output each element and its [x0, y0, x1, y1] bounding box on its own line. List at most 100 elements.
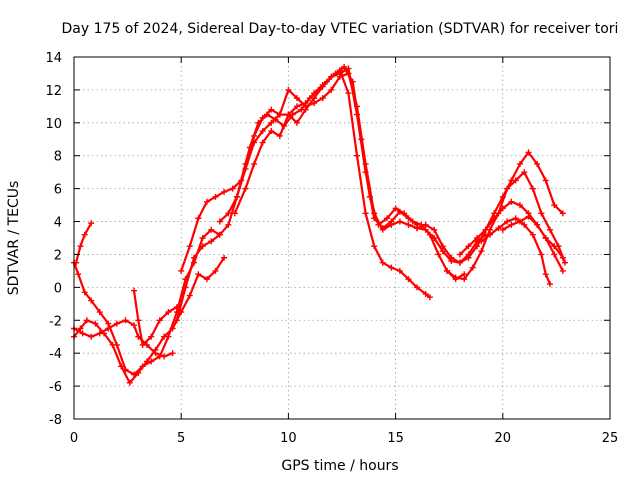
- data-point: [199, 235, 206, 241]
- chart-title: Day 175 of 2024, Sidereal Day-to-day VTE…: [62, 21, 619, 37]
- data-point: [268, 128, 275, 135]
- data-point: [336, 70, 343, 77]
- data-point: [165, 309, 172, 316]
- data-point: [469, 264, 476, 271]
- y-tick-label: -6: [49, 380, 62, 395]
- data-point: [422, 221, 429, 228]
- data-point: [384, 215, 391, 222]
- data-point: [225, 210, 232, 217]
- x-tick-label: 25: [602, 431, 619, 446]
- data-point: [178, 267, 185, 274]
- data-point: [354, 152, 361, 159]
- data-point: [156, 317, 163, 324]
- data-point: [491, 215, 498, 222]
- data-point: [525, 149, 532, 156]
- data-point: [362, 210, 369, 217]
- data-point: [516, 160, 523, 167]
- y-tick-label: -8: [49, 413, 62, 428]
- data-point: [521, 221, 528, 228]
- data-point: [118, 363, 125, 370]
- x-tick-label: 5: [177, 431, 185, 446]
- data-point: [512, 215, 519, 222]
- data-point: [186, 243, 193, 250]
- satellite-track-14: [499, 213, 566, 261]
- data-point: [216, 231, 223, 238]
- data-point: [81, 289, 88, 296]
- data-point: [203, 198, 210, 205]
- data-point: [529, 231, 536, 238]
- data-point: [405, 276, 412, 283]
- data-point: [212, 267, 219, 274]
- satellite-track-3: [71, 254, 228, 386]
- data-point: [431, 226, 438, 233]
- data-point: [379, 225, 386, 232]
- data-point: [199, 243, 206, 250]
- data-point: [233, 193, 240, 200]
- y-tick-label: 2: [54, 248, 62, 263]
- data-point: [546, 226, 553, 233]
- data-point: [542, 235, 549, 241]
- data-point: [285, 86, 292, 93]
- data-point: [444, 267, 451, 274]
- data-point: [216, 218, 223, 225]
- y-tick-label: 12: [45, 84, 62, 99]
- data-point: [362, 169, 369, 176]
- data-point: [551, 202, 558, 209]
- satellite-track-9: [231, 65, 421, 232]
- data-point: [161, 353, 168, 360]
- data-point: [392, 205, 399, 212]
- data-point: [88, 220, 95, 227]
- data-point: [426, 294, 433, 301]
- data-point: [259, 128, 266, 135]
- data-point: [546, 281, 553, 288]
- data-point: [293, 119, 300, 126]
- data-point: [504, 185, 511, 192]
- data-point: [293, 95, 300, 102]
- data-point: [173, 317, 180, 324]
- data-point: [371, 243, 378, 250]
- data-point: [414, 225, 421, 232]
- data-point: [431, 235, 438, 241]
- data-point: [388, 218, 395, 225]
- data-point: [251, 160, 258, 167]
- data-point: [448, 254, 455, 261]
- data-point: [88, 297, 95, 304]
- x-tick-label: 15: [387, 431, 404, 446]
- data-point: [439, 243, 446, 250]
- data-point: [152, 350, 159, 357]
- data-point: [208, 226, 215, 233]
- data-point: [525, 213, 532, 220]
- satellite-track-5: [131, 287, 180, 348]
- data-point: [186, 292, 193, 299]
- data-point: [109, 341, 116, 348]
- data-point: [88, 333, 95, 340]
- data-point: [122, 317, 129, 324]
- data-point: [516, 218, 523, 225]
- data-point: [229, 185, 236, 192]
- data-point: [231, 210, 238, 217]
- data-point: [534, 160, 541, 167]
- y-tick-label: 0: [54, 281, 62, 296]
- data-point: [173, 304, 180, 311]
- data-point: [143, 358, 150, 365]
- data-point: [126, 379, 133, 386]
- data-point: [96, 330, 103, 337]
- data-point: [456, 259, 463, 266]
- data-point: [508, 221, 515, 228]
- y-tick-label: 14: [45, 51, 62, 66]
- data-point: [371, 215, 378, 222]
- data-point: [319, 95, 326, 102]
- data-point: [461, 276, 468, 283]
- satellite-track-11: [444, 169, 568, 283]
- data-point: [478, 248, 485, 255]
- data-point: [242, 165, 249, 172]
- data-point: [268, 106, 275, 113]
- data-point: [534, 221, 541, 228]
- data-point: [263, 111, 270, 118]
- data-point: [251, 139, 258, 146]
- satellite-track-4: [71, 317, 176, 360]
- data-point: [559, 210, 566, 217]
- data-point: [379, 259, 386, 266]
- satellite-track-9-trace: [233, 67, 419, 230]
